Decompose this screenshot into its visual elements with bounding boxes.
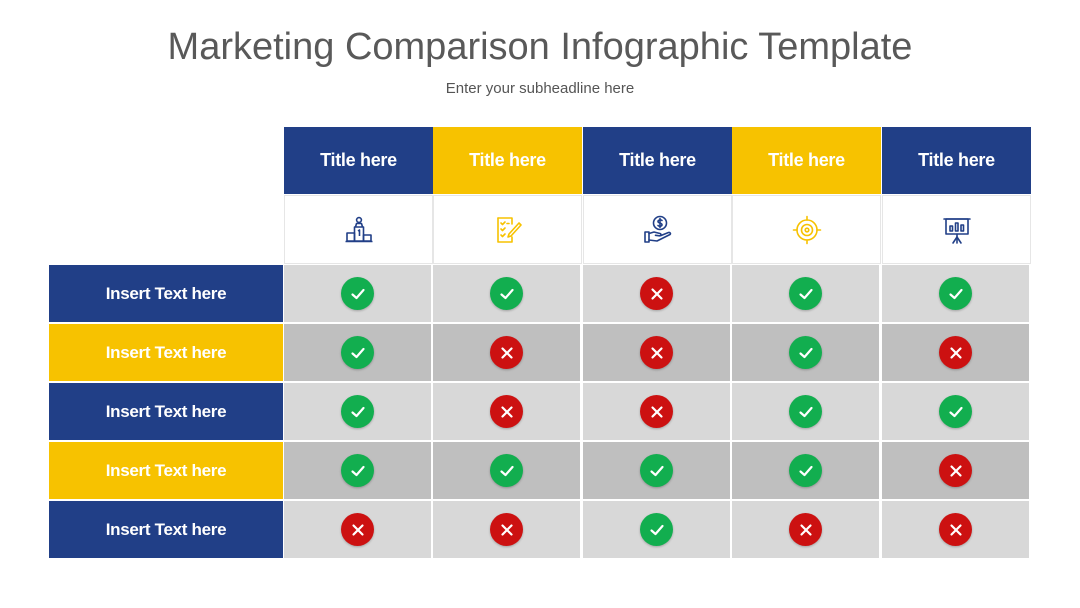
column-icon-cell-5 (882, 195, 1031, 264)
table-cell (284, 383, 431, 440)
table-cell (732, 442, 879, 499)
table-cell (284, 265, 431, 322)
table-cell (583, 265, 730, 322)
table-cell (882, 442, 1029, 499)
table-cell (583, 442, 730, 499)
cross-icon (640, 277, 673, 310)
column-header-3: Title here (583, 127, 732, 194)
column-header-2: Title here (433, 127, 582, 194)
row-label-1: Insert Text here (49, 265, 283, 322)
cross-icon (939, 454, 972, 487)
table-cell (433, 265, 580, 322)
check-icon (789, 454, 822, 487)
column-icon-cell-3 (583, 195, 732, 264)
table-cell (284, 501, 431, 558)
table-cell (433, 383, 580, 440)
column-header-1: Title here (284, 127, 433, 194)
table-cell (433, 324, 580, 381)
podium-icon (345, 216, 372, 242)
cross-icon (939, 513, 972, 546)
table-cell (284, 324, 431, 381)
row-label-2: Insert Text here (49, 324, 283, 381)
table-cell (583, 501, 730, 558)
hand-dollar-coin-icon (643, 215, 671, 243)
check-icon (490, 454, 523, 487)
table-cell (882, 383, 1029, 440)
check-icon (789, 336, 822, 369)
checklist-pen-icon (496, 216, 522, 243)
table-cell (433, 442, 580, 499)
row-label-3: Insert Text here (49, 383, 283, 440)
target-icon (792, 215, 821, 244)
cross-icon (789, 513, 822, 546)
check-icon (341, 454, 374, 487)
column-icon-cell-1 (284, 195, 433, 264)
table-cell (583, 383, 730, 440)
check-icon (341, 336, 374, 369)
check-icon (490, 277, 523, 310)
check-icon (789, 277, 822, 310)
check-icon (341, 277, 374, 310)
page-subtitle: Enter your subheadline here (445, 80, 635, 97)
check-icon (341, 395, 374, 428)
cross-icon (490, 513, 523, 546)
cross-icon (341, 513, 374, 546)
table-cell (732, 501, 879, 558)
cross-icon (490, 395, 523, 428)
column-header-4: Title here (732, 127, 881, 194)
column-icon-cell-2 (433, 195, 582, 264)
column-icon-cell-4 (732, 195, 881, 264)
table-cell (882, 501, 1029, 558)
cross-icon (640, 395, 673, 428)
page-title: Marketing Comparison Infographic Templat… (167, 26, 913, 68)
table-cell (732, 383, 879, 440)
table-cell (882, 324, 1029, 381)
table-cell (433, 501, 580, 558)
cross-icon (939, 336, 972, 369)
check-icon (640, 513, 673, 546)
cross-icon (640, 336, 673, 369)
check-icon (789, 395, 822, 428)
check-icon (939, 395, 972, 428)
check-icon (939, 277, 972, 310)
row-label-4: Insert Text here (49, 442, 283, 499)
column-header-5: Title here (882, 127, 1031, 194)
cross-icon (490, 336, 523, 369)
row-label-5: Insert Text here (49, 501, 283, 558)
table-cell (583, 324, 730, 381)
table-cell (882, 265, 1029, 322)
table-cell (732, 265, 879, 322)
table-cell (284, 442, 431, 499)
presentation-board-icon (942, 217, 971, 244)
table-cell (732, 324, 879, 381)
check-icon (640, 454, 673, 487)
